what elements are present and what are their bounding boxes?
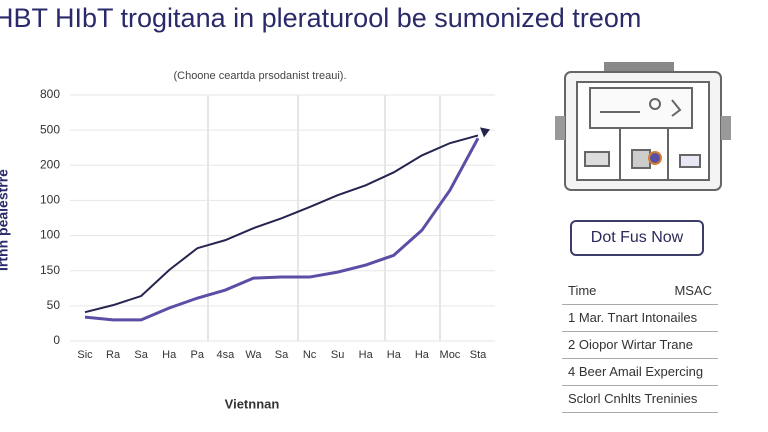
x-tick-label: Sa (275, 349, 289, 361)
x-tick-label: Sic (77, 349, 93, 361)
x-tick-label: Ha (415, 349, 430, 361)
y-tick-label: 100 (40, 228, 60, 242)
chart-title: HBT HIbT trogitana in pleraturool be sum… (0, 3, 641, 33)
x-tick-label: Wa (245, 349, 262, 361)
table-header: Time MSAC (562, 278, 718, 305)
x-tick-label: Su (331, 349, 344, 361)
x-tick-label: Pa (191, 349, 205, 361)
x-tick-label: Ha (359, 349, 374, 361)
table-row: Sclorl Cnhlts Treninies (562, 386, 718, 413)
y-tick-label: 150 (40, 263, 60, 277)
y-tick-label: 800 (40, 87, 60, 101)
x-tick-label: Sta (470, 349, 487, 361)
action-button[interactable]: Dot Fus Now (570, 220, 704, 256)
header-cell: Time (568, 283, 597, 298)
y-tick-label: 500 (40, 122, 60, 136)
arrow-head (480, 127, 490, 138)
chart-subtitle: (Choone ceartda prsodanist treaui). (173, 70, 346, 82)
x-tick-label: Ha (387, 349, 402, 361)
x-tick-label: 4sa (216, 349, 235, 361)
x-tick-label: Ha (162, 349, 177, 361)
y-tick-label: 100 (40, 193, 60, 207)
x-tick-label: Moc (440, 349, 461, 361)
header-cell: MSAC (674, 283, 712, 298)
info-table: Time MSAC 1 Mar. Tnart Intonailes 2 Oiop… (562, 278, 718, 413)
table-row: 2 Oiopor Wirtar Trane (562, 332, 718, 359)
x-axis-label: Vietnnan (225, 396, 280, 411)
series-line (84, 134, 479, 314)
table-row: 4 Beer Amail Expercing (562, 359, 718, 386)
table-row: 1 Mar. Tnart Intonailes (562, 305, 718, 332)
y-axis-label: Irtnn pealestrre (0, 169, 11, 271)
x-tick-label: Nc (303, 349, 317, 361)
y-tick-label: 200 (40, 157, 60, 171)
x-tick-label: Ra (106, 349, 121, 361)
series-line (84, 137, 480, 322)
x-tick-label: Sa (134, 349, 148, 361)
y-tick-label: 0 (53, 333, 60, 347)
illustration (555, 62, 731, 191)
y-tick-label: 50 (47, 298, 61, 312)
